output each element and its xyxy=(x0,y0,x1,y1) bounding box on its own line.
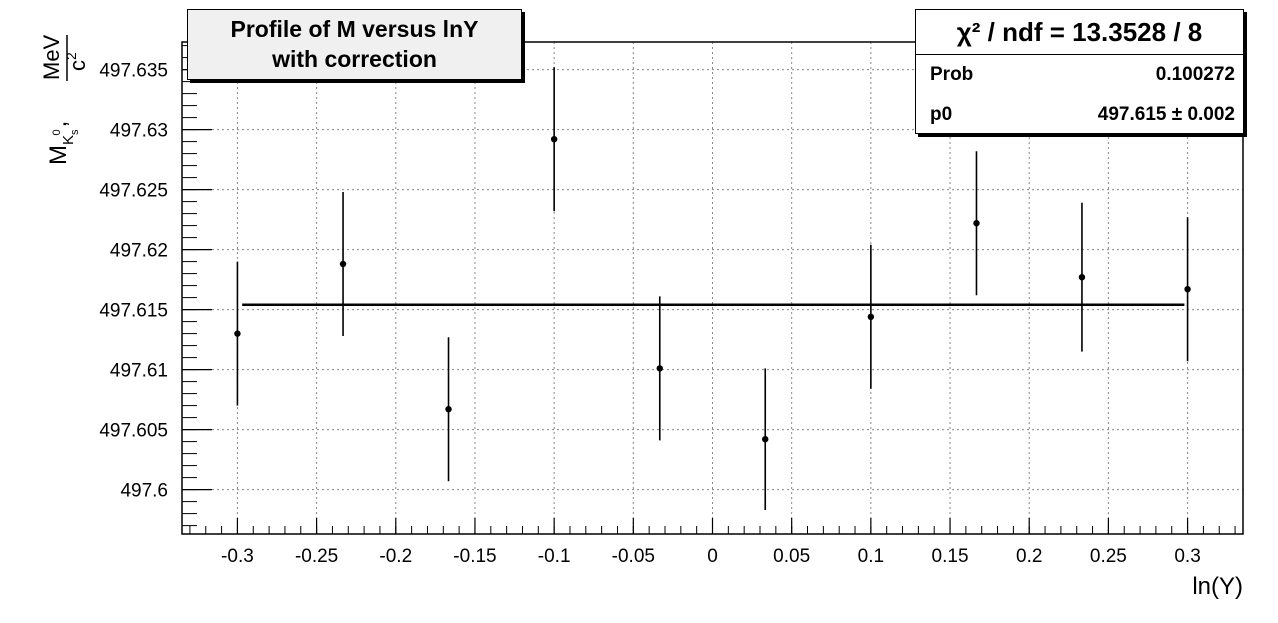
x-tick-label: -0.1 xyxy=(538,546,571,567)
y-tick-label: 497.61 xyxy=(110,361,168,382)
x-tick-label: -0.05 xyxy=(612,546,655,567)
y-axis-sub-subscript: s xyxy=(69,129,81,135)
x-tick-label: 0.25 xyxy=(1090,546,1127,567)
x-tick-label: 0.3 xyxy=(1174,546,1200,567)
x-axis-label: ln(Y) xyxy=(1192,573,1243,600)
chart-title-line-2: with correction xyxy=(272,46,437,72)
y-axis-superscript: 0 xyxy=(51,129,63,135)
y-axis-unit-numerator: MeV xyxy=(39,34,64,80)
stats-chi2-ndf: χ² / ndf = 13.3528 / 8 xyxy=(916,10,1243,55)
x-tick-label: 0.1 xyxy=(858,546,884,567)
svg-text:MKs0,: MKs0, xyxy=(45,121,81,165)
stats-row-prob: Prob 0.100272 xyxy=(916,55,1243,95)
x-tick-label: 0.15 xyxy=(932,546,969,567)
stats-label-p0: p0 xyxy=(930,104,953,125)
x-tick-label: -0.25 xyxy=(295,546,338,567)
data-point xyxy=(339,260,347,268)
x-tick-label: 0 xyxy=(707,546,718,567)
stats-row-p0: p0 497.615 ± 0.002 xyxy=(916,95,1243,135)
y-tick-labels: 497.6 497.605 497.61 497.615 497.62 497.625 49… xyxy=(99,61,168,502)
data-point xyxy=(656,365,663,372)
fit-stats-box: χ² / ndf = 13.3528 / 8 Prob 0.100272 p0 … xyxy=(915,9,1244,134)
data-point xyxy=(762,436,769,443)
y-tick-label: 497.625 xyxy=(99,181,168,202)
y-tick-label: 497.635 xyxy=(99,61,168,82)
y-axis-label: MKs0, MeV c2 xyxy=(39,34,90,165)
y-tick-label: 497.6 xyxy=(120,481,168,502)
data-point xyxy=(1184,286,1191,293)
data-point xyxy=(445,406,452,413)
y-axis-subscript: K xyxy=(60,135,77,145)
y-tick-label: 497.62 xyxy=(110,241,168,262)
svg-text:c2: c2 xyxy=(63,52,90,71)
y-tick-label: 497.605 xyxy=(99,421,168,442)
stats-value-p0: 497.615 ± 0.002 xyxy=(1097,104,1235,125)
stats-label-prob: Prob xyxy=(930,64,974,85)
x-tick-labels: -0.3 -0.25 -0.2 -0.15 -0.1 -0.05 0 0.05 0.1 0.15 0… xyxy=(221,546,1201,567)
y-tick-label: 497.615 xyxy=(99,301,168,322)
stats-value-prob: 0.100272 xyxy=(1155,64,1235,85)
chart-title: Profile of M versus lnY with correction xyxy=(187,9,522,80)
data-point xyxy=(867,313,875,320)
x-tick-label: 0.05 xyxy=(773,546,810,567)
x-tick-label: -0.3 xyxy=(221,546,254,567)
y-axis-unit-exponent: 2 xyxy=(63,52,79,60)
x-tick-label: -0.2 xyxy=(379,546,412,567)
x-tick-label: -0.15 xyxy=(453,546,496,567)
y-axis-unit-denominator: c xyxy=(65,60,90,71)
chart-title-line-1: Profile of M versus lnY xyxy=(230,16,479,42)
x-tick-label: 0.2 xyxy=(1016,546,1042,567)
data-point xyxy=(550,136,558,143)
data-points xyxy=(234,67,1191,510)
data-point xyxy=(973,220,980,227)
data-point xyxy=(234,330,241,337)
y-axis-symbol: M xyxy=(45,145,72,165)
y-tick-label: 497.63 xyxy=(110,121,168,142)
data-point xyxy=(1078,274,1086,281)
